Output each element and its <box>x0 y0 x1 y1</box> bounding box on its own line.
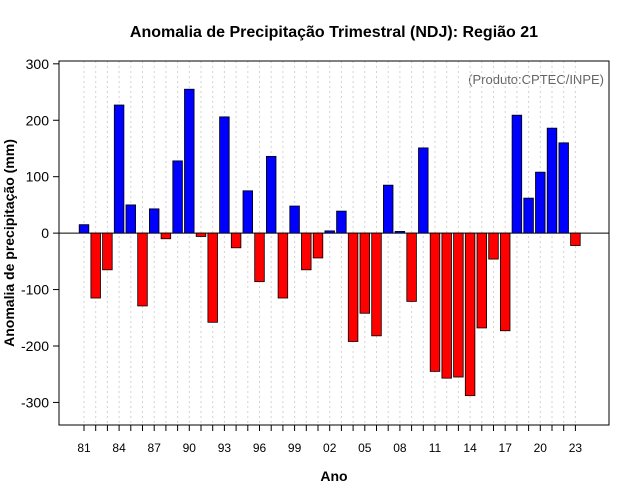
x-axis: 81 84 87 90 93 96 99 02 05 08 11 14 17 20 23 <box>77 425 582 455</box>
chart-title: Anomalia de Precipitação Trimestral (NDJ… <box>130 24 538 41</box>
bar-11 <box>429 232 441 372</box>
bar-94 <box>230 232 242 249</box>
x-tick-label: 05 <box>358 441 372 455</box>
credit-label: (Produto:CPTEC/INPE) <box>468 72 604 87</box>
x-tick-label: 99 <box>288 441 302 455</box>
bar-02 <box>324 230 335 234</box>
bar-04 <box>347 232 359 342</box>
x-tick-label: 84 <box>112 441 126 455</box>
x-axis-label: Ano <box>320 468 347 484</box>
bar-96 <box>254 232 265 283</box>
y-tick-label: 200 <box>26 112 50 128</box>
bar-20 <box>535 171 546 234</box>
bar-17 <box>499 232 511 332</box>
x-tick-label: 23 <box>569 441 583 455</box>
y-tick-label: 0 <box>41 225 49 241</box>
bar-13 <box>453 232 464 378</box>
bar-10 <box>418 147 429 234</box>
bar-09 <box>406 232 417 302</box>
bar-00 <box>301 232 312 271</box>
y-axis: -300 -200 -100 0 100 200 300 <box>21 56 59 410</box>
y-tick-label: 300 <box>26 56 50 72</box>
y-tick-label: -300 <box>21 394 49 410</box>
bar-03 <box>336 210 347 234</box>
bar-01 <box>312 232 324 259</box>
bar-84 <box>113 104 125 234</box>
bar-07 <box>382 184 394 234</box>
bar-21 <box>546 127 558 234</box>
bar-06 <box>371 232 382 337</box>
plot-frame <box>58 60 610 426</box>
bar-14 <box>464 232 476 397</box>
bar-08 <box>394 231 406 234</box>
x-tick-label: 96 <box>253 441 267 455</box>
bar-93 <box>219 116 230 234</box>
bar-89 <box>172 160 183 234</box>
bar-22 <box>558 142 569 234</box>
bar-83 <box>102 232 113 271</box>
y-axis-label: Anomalia de precipitação (mm) <box>1 139 17 347</box>
bar-86 <box>137 232 148 307</box>
x-tick-label: 20 <box>534 441 548 455</box>
bar-81 <box>78 224 90 234</box>
y-tick-label: -200 <box>21 338 49 354</box>
bar-95 <box>242 190 254 234</box>
x-tick-label: 02 <box>323 441 337 455</box>
x-tick-label: 81 <box>77 441 91 455</box>
bar-99 <box>289 205 300 234</box>
bar-12 <box>441 232 452 379</box>
bar-88 <box>160 232 172 240</box>
x-tick-label: 08 <box>393 441 407 455</box>
bar-23 <box>570 232 581 246</box>
bars-group <box>78 88 581 397</box>
x-tick-label: 90 <box>183 441 197 455</box>
x-tick-label: 11 <box>429 441 442 455</box>
x-tick-label: 93 <box>218 441 232 455</box>
bar-97 <box>265 155 277 234</box>
bar-92 <box>207 232 218 323</box>
y-tick-label: -100 <box>21 282 49 298</box>
x-tick-label: 87 <box>148 441 162 455</box>
bar-91 <box>195 232 207 237</box>
bar-98 <box>277 232 289 299</box>
bar-82 <box>90 232 101 299</box>
bar-87 <box>148 208 160 234</box>
bar-90 <box>184 88 195 234</box>
bar-18 <box>511 114 523 234</box>
bar-05 <box>359 232 371 314</box>
bar-16 <box>488 232 499 260</box>
x-tick-label: 17 <box>499 441 513 455</box>
y-tick-label: 100 <box>26 169 50 185</box>
bar-19 <box>523 197 534 234</box>
bar-85 <box>125 204 137 234</box>
x-tick-label: 14 <box>463 441 477 455</box>
bar-15 <box>476 232 488 329</box>
